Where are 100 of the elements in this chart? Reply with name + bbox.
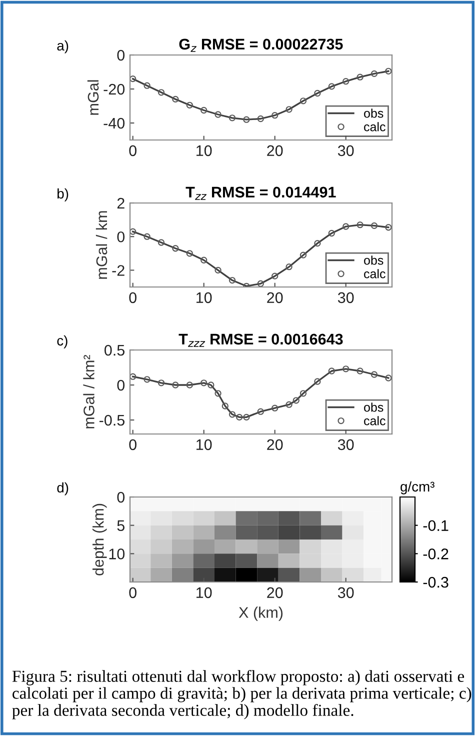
y-tick-label: 0 [117,380,125,391]
x-tick-label: 30 [338,145,354,156]
point [385,224,392,231]
point [328,368,335,374]
color-bar-label: -0.2 [423,548,448,560]
x-tick-label: 10 [196,292,212,304]
x-tick-label: 30 [338,292,354,304]
point [272,404,278,412]
point [370,70,378,78]
point [286,264,292,270]
point [243,116,250,123]
point [385,374,392,382]
point [158,89,165,96]
y-tick-label: 0 [117,492,125,503]
point [356,222,364,228]
point [144,376,150,383]
y-tick-label: 0.5 [104,344,124,356]
point [186,102,193,108]
x-tick-label: 20 [267,587,283,598]
legend-label: calc [364,269,386,278]
point [228,114,236,122]
point [222,402,228,410]
y-tick-label: 2 [117,198,124,209]
point [130,75,136,82]
y-axis-title: mGal / km [96,211,108,279]
point [228,411,236,418]
point [314,90,321,97]
color-bar-label: -0.3 [423,576,448,588]
y-tick-label: 5 [117,520,124,532]
x-axis-title: X (km) [238,606,283,621]
point [228,276,236,284]
point [342,223,350,230]
x-tick-label: 20 [267,145,283,156]
x-tick-label: 10 [196,587,212,598]
point [328,83,335,90]
y-tick-label: -40 [104,118,125,129]
point [342,366,350,372]
color-bar-label: -0.1 [423,520,448,532]
x-tick-label: 0 [129,292,136,304]
point [200,380,208,386]
y-axis-title: depth (km) [92,504,107,576]
point [130,228,136,235]
text: b) [58,188,68,202]
legend-label: obs [364,256,384,265]
y-tick-label: 10 [109,548,125,560]
text: d) [57,482,68,496]
point [158,380,165,386]
x-tick-label: 20 [267,439,283,450]
point [214,390,222,397]
point [172,382,179,388]
y-tick-label: -2 [112,265,124,276]
x-tick-label: 0 [129,439,136,450]
point [292,397,300,404]
point [186,250,193,257]
point [286,106,292,113]
point [257,408,264,415]
y-axis-title: mGal [87,80,99,115]
point [314,240,321,247]
point [200,106,208,114]
x-tick-label: 0 [129,587,136,598]
point [200,256,208,264]
y-tick-label: 0 [117,231,125,242]
x-tick-label: 0 [129,145,136,156]
point [300,390,307,397]
point [172,96,179,103]
point [208,382,214,388]
point [342,78,350,85]
point [272,112,278,119]
point [144,233,150,240]
legend-label: calc [364,122,386,132]
x-tick-label: 30 [338,439,354,450]
chart-title: G$_{z}$ RMSE = 0.00022735 [179,38,343,52]
x-tick-label: 10 [196,439,212,450]
y-axis-title: mGal / km² [83,354,94,428]
point [186,382,193,388]
legend-label: calc [364,416,386,426]
point [243,414,250,421]
point [300,252,307,258]
color-bar-title: g/cm³ [400,481,434,494]
point [257,115,264,122]
point [286,401,292,408]
text: a) [57,40,68,54]
x-tick-label: 30 [338,587,354,598]
point [130,373,136,380]
y-tick-label: -0.5 [99,414,124,426]
legend-label: obs [364,402,384,412]
point [356,368,364,374]
point [370,222,378,230]
point [214,111,222,118]
point [272,272,278,280]
point [172,245,179,252]
point [257,280,264,287]
point [144,82,150,89]
x-tick-label: 20 [267,292,283,304]
legend-label: obs [364,108,384,118]
point [314,378,321,385]
chart-title: T$_{zz}$ RMSE = 0.014491 [186,186,336,200]
x-tick-label: 10 [196,145,212,156]
point [328,230,335,237]
text: c) [57,335,68,348]
